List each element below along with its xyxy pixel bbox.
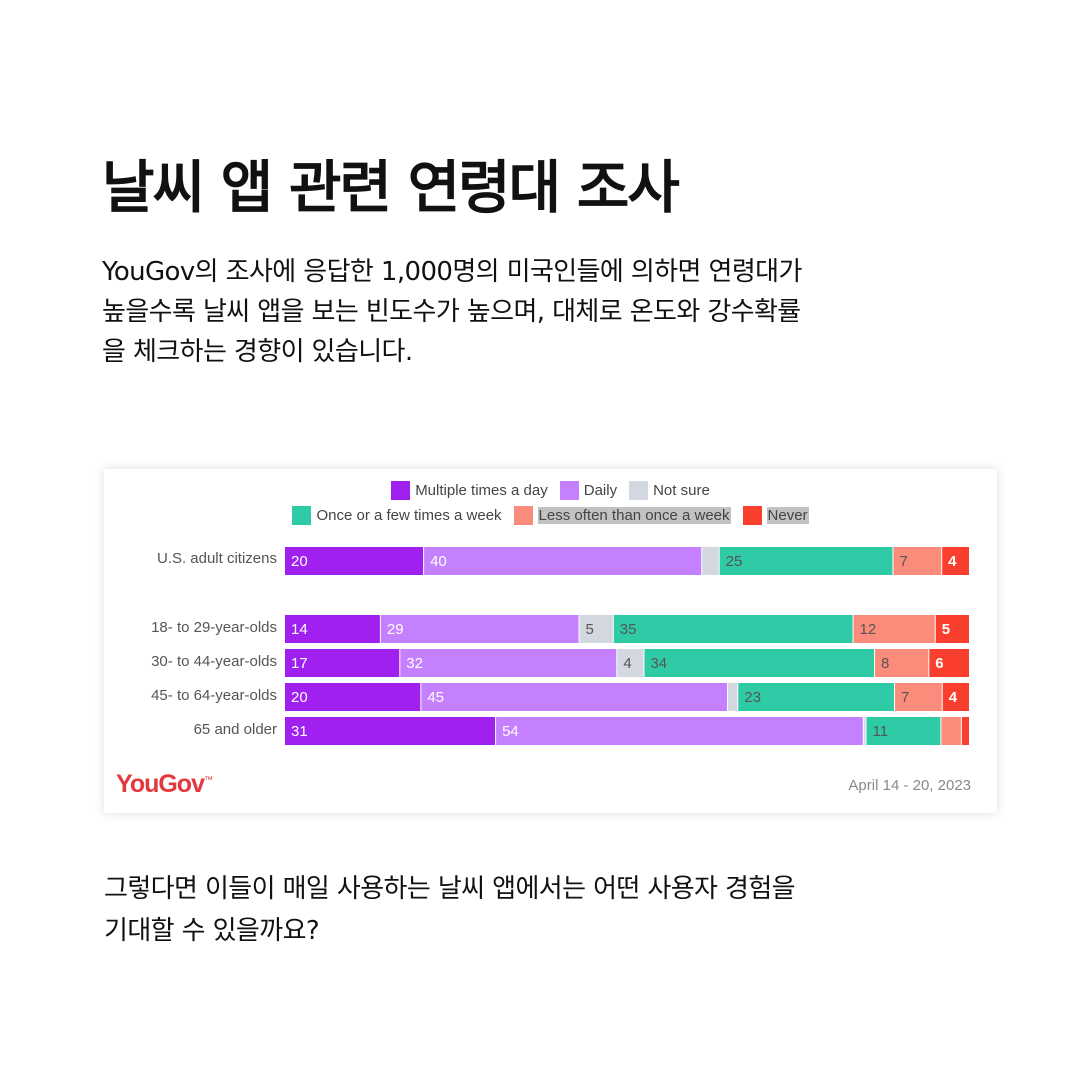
legend-label: Never xyxy=(766,507,809,524)
bar-segment xyxy=(400,649,617,677)
bar-segment xyxy=(866,717,941,745)
bar-segment xyxy=(285,547,424,575)
chart-card: Multiple times a day Daily Not sure Once… xyxy=(104,469,997,813)
legend-item-daily: Daily xyxy=(559,481,618,500)
legend-swatch xyxy=(513,506,533,525)
yougov-logo: YouGov™ xyxy=(116,770,213,799)
bar-data-label: 4 xyxy=(623,655,631,672)
legend-label: Daily xyxy=(583,482,618,499)
row-label: 18- to 29-year-olds xyxy=(151,619,277,636)
legend-label: Less often than once a week xyxy=(537,507,731,524)
bar-segment xyxy=(421,683,728,711)
legend-swatch xyxy=(559,481,579,500)
bar-data-label: 6 xyxy=(935,655,943,672)
bar-segment xyxy=(285,717,496,745)
bar-data-label: 4 xyxy=(948,553,957,570)
bar-data-label: 32 xyxy=(406,655,423,672)
intro-line: 높을수록 날씨 앱을 보는 빈도수가 높으며, 대체로 온도와 강수확률 xyxy=(102,297,801,327)
bar-data-label: 29 xyxy=(387,621,404,638)
bar-segment xyxy=(853,615,935,643)
bar-segment xyxy=(875,649,929,677)
bar-data-label: 25 xyxy=(726,553,743,570)
bar-data-label: 35 xyxy=(620,621,637,638)
intro-paragraph: YouGov의 조사에 응답한 1,000명의 미국인들에 의하면 연령대가 높… xyxy=(102,252,972,372)
bar-segment xyxy=(929,649,969,677)
legend-label: Multiple times a day xyxy=(415,482,548,499)
bar-segment xyxy=(424,547,702,575)
bar-segment xyxy=(719,547,893,575)
legend-label: Not sure xyxy=(653,482,710,499)
bar-data-label: 23 xyxy=(744,689,761,706)
legend-item-not-sure: Not sure xyxy=(629,481,710,500)
bar-segment xyxy=(285,649,400,677)
outro-line: 기대할 수 있을까요? xyxy=(104,916,320,946)
legend-swatch xyxy=(292,506,312,525)
legend-row: Multiple times a day Daily Not sure xyxy=(104,481,997,500)
bar-segment xyxy=(863,717,866,745)
bar-data-label: 54 xyxy=(502,723,519,740)
intro-line: YouGov의 조사에 응답한 1,000명의 미국인들에 의하면 연령대가 xyxy=(102,257,802,287)
bar-segment xyxy=(617,649,644,677)
stacked-bar-chart: 20 40 25 7 4 14 29 5 35 12 5 17 32 4 34 8 6 20 45 23 7 4 31 54 1… xyxy=(285,547,969,745)
legend-swatch xyxy=(742,506,762,525)
bar-segment xyxy=(613,615,853,643)
bar-segment xyxy=(644,649,875,677)
bar-segment xyxy=(496,717,863,745)
trademark-mark: ™ xyxy=(203,774,213,785)
legend-item-once-or-a-few-times-a-week: Once or a few times a week xyxy=(292,506,502,525)
row-label: 30- to 44-year-olds xyxy=(151,653,277,670)
bar-segment xyxy=(935,615,969,643)
bar-segment xyxy=(941,717,961,745)
bar-data-label: 7 xyxy=(901,689,909,706)
bar-data-label: 34 xyxy=(650,655,667,672)
bar-segment xyxy=(285,683,421,711)
bar-segment xyxy=(942,683,969,711)
bar-data-label: 17 xyxy=(291,655,308,672)
bar-data-label: 45 xyxy=(427,689,444,706)
bar-data-label: 20 xyxy=(291,689,308,706)
legend-item-never: Never xyxy=(742,506,809,525)
bar-data-label: 40 xyxy=(430,553,447,570)
bar-segment xyxy=(893,547,942,575)
row-label: 45- to 64-year-olds xyxy=(151,687,277,704)
bar-data-label: 8 xyxy=(881,655,889,672)
page-title: 날씨 앱 관련 연령대 조사 xyxy=(102,155,680,221)
survey-date: April 14 - 20, 2023 xyxy=(848,777,971,794)
bar-segment xyxy=(738,683,895,711)
outro-paragraph: 그렇다면 이들이 매일 사용하는 날씨 앱에서는 어떤 사용자 경험을 기대할 … xyxy=(104,868,974,952)
intro-line: 을 체크하는 경향이 있습니다. xyxy=(102,337,413,367)
bar-segment xyxy=(579,615,613,643)
bar-segment xyxy=(380,615,579,643)
bar-data-label: 5 xyxy=(586,621,594,638)
bar-data-label: 12 xyxy=(860,621,877,638)
bar-data-label: 5 xyxy=(942,621,950,638)
legend-label: Once or a few times a week xyxy=(316,507,502,524)
bar-segment xyxy=(728,683,738,711)
row-label: 65 and older xyxy=(193,721,277,738)
bar-data-label: 11 xyxy=(873,723,889,740)
bar-data-label: 20 xyxy=(291,553,308,570)
bar-segment xyxy=(895,683,942,711)
brand-text: YouGov xyxy=(116,770,205,798)
bar-data-label: 31 xyxy=(291,723,308,740)
bar-segment xyxy=(702,547,719,575)
legend-item-less-often: Less often than once a week xyxy=(513,506,731,525)
bar-segment xyxy=(285,615,380,643)
bar-segment xyxy=(961,717,969,745)
legend-swatch xyxy=(391,481,411,500)
bar-segment xyxy=(942,547,969,575)
bar-data-label: 7 xyxy=(900,553,908,570)
bar-data-label: 14 xyxy=(291,621,308,638)
legend-row: Once or a few times a week Less often th… xyxy=(104,506,997,525)
row-label: U.S. adult citizens xyxy=(156,550,277,567)
legend-item-multiple-times-a-day: Multiple times a day xyxy=(391,481,548,500)
outro-line: 그렇다면 이들이 매일 사용하는 날씨 앱에서는 어떤 사용자 경험을 xyxy=(104,874,796,904)
legend-swatch xyxy=(629,481,649,500)
bar-data-label: 4 xyxy=(949,689,958,706)
